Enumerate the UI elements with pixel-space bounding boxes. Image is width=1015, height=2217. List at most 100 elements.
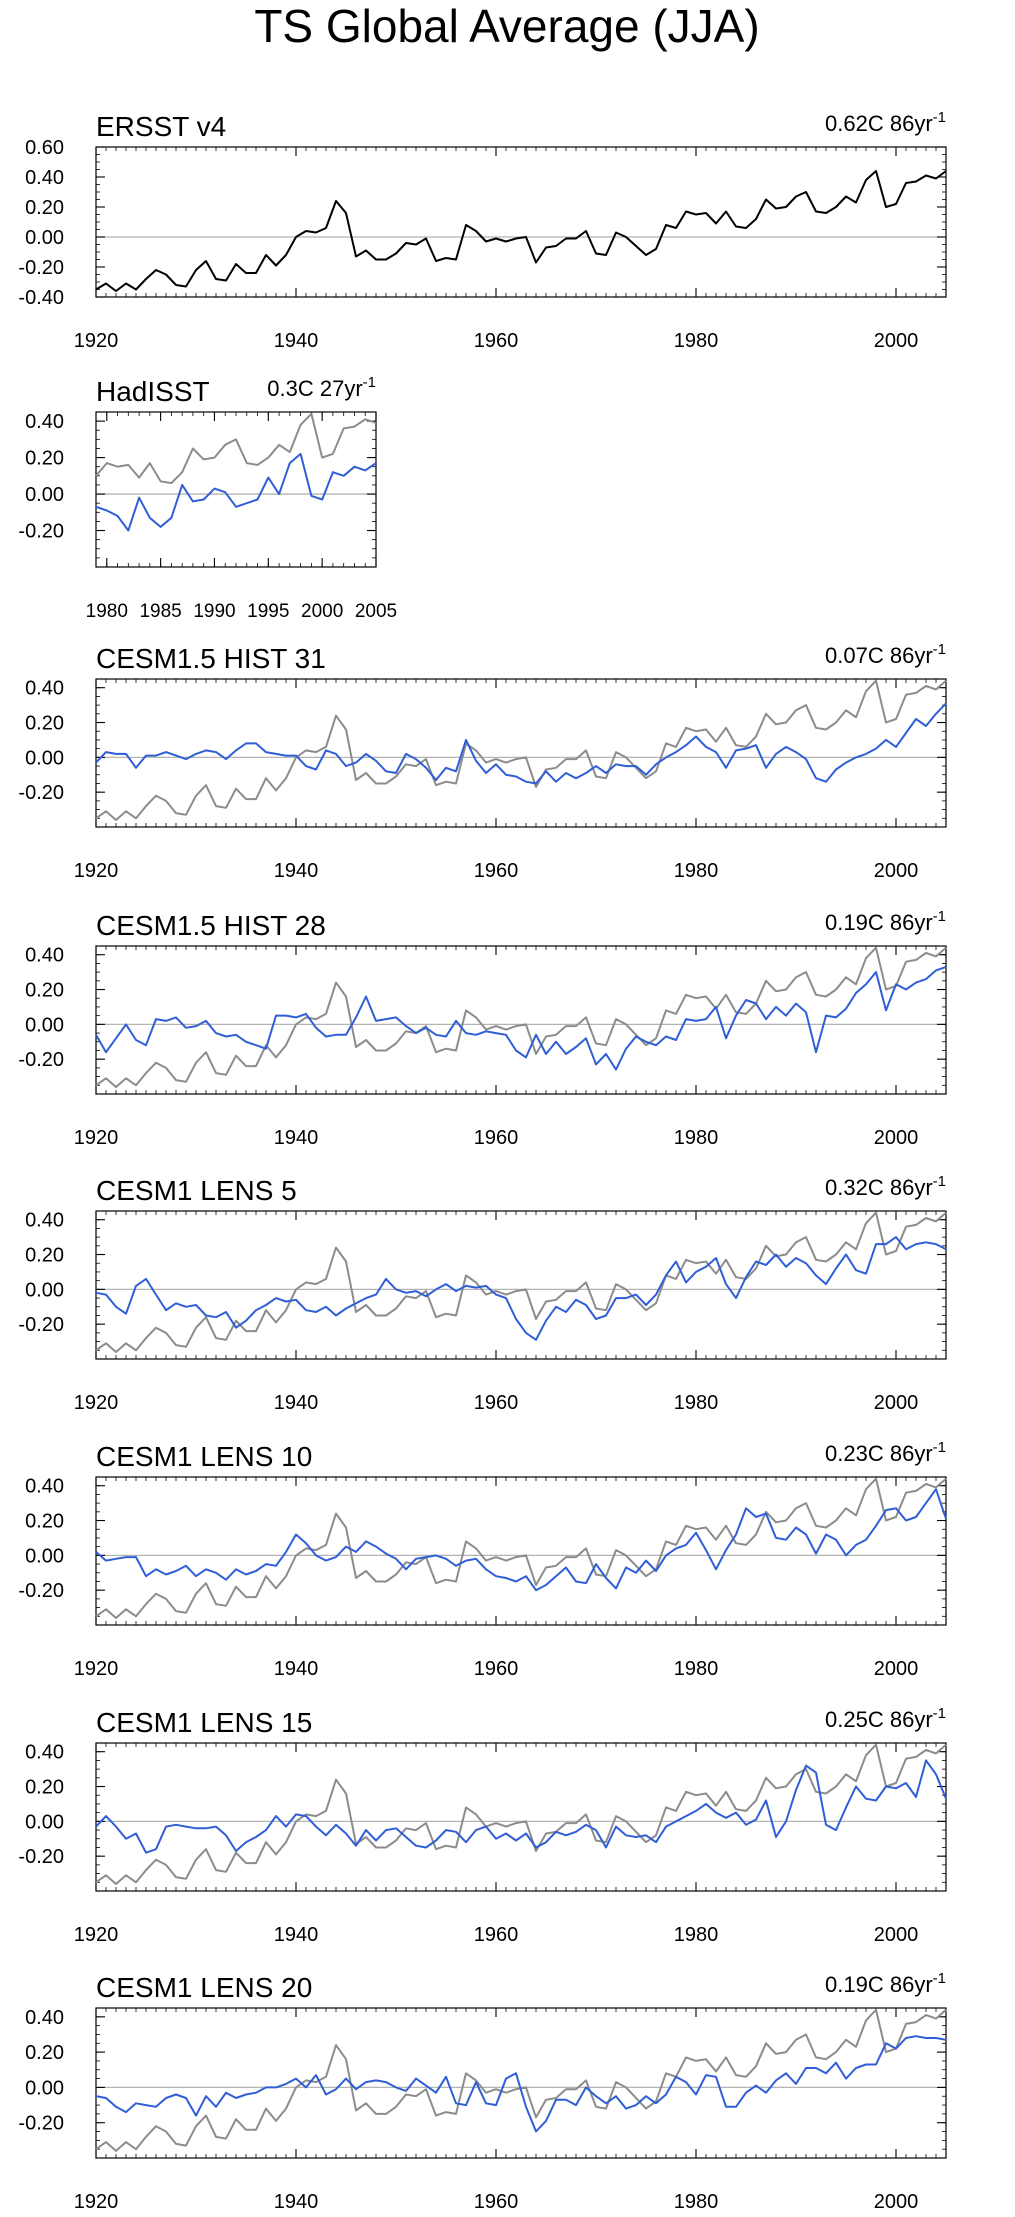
y-tick-label: 0.40: [25, 1742, 64, 1764]
trend-label: 0.25C 86yr-1: [825, 1705, 946, 1732]
trend-exponent: -1: [363, 374, 376, 391]
x-tick-label: 1940: [274, 1924, 319, 1946]
y-tick-label: -0.20: [18, 257, 64, 279]
y-tick-label: 0.20: [25, 1511, 64, 1533]
y-tick-label: 0.00: [25, 1014, 64, 1036]
x-tick-label: 1920: [74, 860, 119, 882]
y-tick-label: -0.20: [18, 2113, 64, 2135]
y-tick-label: 0.00: [25, 1545, 64, 1567]
x-tick-label: 1980: [86, 601, 128, 622]
plot-frame: [95, 1210, 947, 1360]
y-tick-label: 0.00: [25, 1279, 64, 1301]
panel-cesm1_lens15: 1920 1940 1960 1980 2000 0.40 0.20 0.00 -0.20 CES…: [18, 1705, 947, 1946]
y-tick-label: 0.40: [25, 1210, 64, 1232]
y-tick-label: 0.40: [25, 411, 64, 433]
y-tick-label: 0.40: [25, 678, 64, 700]
x-tick-label: 1940: [274, 860, 319, 882]
y-tick-label: 0.00: [25, 484, 64, 506]
x-tick-label: 1960: [474, 330, 519, 352]
x-tick-label: 1980: [674, 2191, 719, 2213]
x-tick-label: 1980: [674, 860, 719, 882]
trend-exponent: -1: [933, 109, 946, 126]
plot-frame: [95, 1476, 947, 1626]
x-tick-label: 2000: [874, 860, 919, 882]
y-tick-label: 0.20: [25, 2042, 64, 2064]
trend-label: 0.23C 86yr-1: [825, 1439, 946, 1466]
panel-title: CESM1 LENS 15: [96, 1707, 312, 1738]
x-tick-label: 1980: [674, 1658, 719, 1680]
x-tick-label: 1920: [74, 1658, 119, 1680]
x-tick-label: 2000: [874, 1658, 919, 1680]
y-tick-label: -0.20: [18, 1580, 64, 1602]
panel-cesm1_lens5: 1920 1940 1960 1980 2000 0.40 0.20 0.00 -0.20 CES…: [18, 1173, 947, 1414]
x-tick-label: 1980: [674, 330, 719, 352]
y-tick-label: 0.00: [25, 2077, 64, 2099]
trend-value: 0.62C 86yr: [825, 111, 933, 136]
trend-value: 0.23C 86yr: [825, 1441, 933, 1466]
series-line-model: [95, 452, 377, 532]
plot-frame: [95, 411, 377, 568]
x-tick-label: 2000: [874, 1392, 919, 1414]
trend-label: 0.62C 86yr-1: [825, 109, 946, 136]
x-tick-label: 1940: [274, 1127, 319, 1149]
series-line-model: [95, 2035, 947, 2133]
y-tick-label: -0.20: [18, 1049, 64, 1071]
panel-title: CESM1.5 HIST 31: [96, 643, 326, 674]
y-tick-label: -0.20: [18, 782, 64, 804]
x-tick-label: 1980: [674, 1392, 719, 1414]
series-line-obs-overlay: [95, 412, 377, 485]
panel-cesm1_lens20: 1920 1940 1960 1980 2000 0.40 0.20 0.00 -0.20 CES…: [18, 1970, 947, 2213]
series-line-model: [95, 1488, 947, 1592]
trend-exponent: -1: [933, 908, 946, 925]
panels-container: 1920 1940 1960 1980 2000 0.60 0.40 0.20 0.00 -0.2…: [18, 109, 947, 2213]
x-tick-label: 1940: [274, 1392, 319, 1414]
series-line-obs-overlay: [95, 1477, 947, 1619]
trend-value: 0.07C 86yr: [825, 643, 933, 668]
y-tick-label: -0.20: [18, 1846, 64, 1868]
series-line-model: [95, 1236, 947, 1341]
x-tick-label: 1940: [274, 330, 319, 352]
panel-cesm15_hist31: 1920 1940 1960 1980 2000 0.40 0.20 0.00 -0.20 CES…: [18, 641, 947, 882]
trend-exponent: -1: [933, 641, 946, 658]
x-tick-label: 1960: [474, 1924, 519, 1946]
plot-frame: [95, 945, 947, 1095]
trend-value: 0.32C 86yr: [825, 1175, 933, 1200]
panel-title: HadISST: [96, 376, 210, 407]
y-tick-label: 0.20: [25, 713, 64, 735]
trend-value: 0.3C 27yr: [267, 376, 362, 401]
y-tick-label: 0.40: [25, 1476, 64, 1498]
x-tick-label: 2000: [874, 330, 919, 352]
y-tick-label: -0.40: [18, 287, 64, 309]
x-tick-label: 1980: [674, 1127, 719, 1149]
trend-label: 0.3C 27yr-1: [267, 374, 376, 401]
panel-cesm1_lens10: 1920 1940 1960 1980 2000 0.40 0.20 0.00 -0.20 CES…: [18, 1439, 947, 1680]
panel-cesm15_hist28: 1920 1940 1960 1980 2000 0.40 0.20 0.00 -0.20 CES…: [18, 908, 947, 1149]
y-tick-label: -0.20: [18, 1314, 64, 1336]
x-tick-label: 1960: [474, 1127, 519, 1149]
plot-frame: [95, 2007, 947, 2159]
series-line-obs: [95, 170, 947, 292]
series-line-model: [95, 702, 947, 785]
y-tick-label: 0.40: [25, 2007, 64, 2029]
series-line-obs-overlay: [95, 679, 947, 821]
panel-ersst: 1920 1940 1960 1980 2000 0.60 0.40 0.20 0.00 -0.2…: [18, 109, 947, 352]
x-tick-label: 2000: [874, 1127, 919, 1149]
trend-label: 0.07C 86yr-1: [825, 641, 946, 668]
y-tick-label: 0.20: [25, 1245, 64, 1267]
series-line-obs-overlay: [95, 946, 947, 1088]
y-tick-label: 0.20: [25, 1777, 64, 1799]
trend-value: 0.19C 86yr: [825, 1972, 933, 1997]
trend-exponent: -1: [933, 1173, 946, 1190]
panel-title: CESM1 LENS 10: [96, 1441, 312, 1472]
figure-title: TS Global Average (JJA): [254, 0, 759, 52]
plot-frame: [95, 678, 947, 828]
y-tick-label: 0.20: [25, 980, 64, 1002]
y-tick-label: 0.20: [25, 197, 64, 219]
x-tick-label: 1995: [247, 601, 289, 622]
x-tick-label: 2000: [874, 1924, 919, 1946]
trend-label: 0.19C 86yr-1: [825, 1970, 946, 1997]
y-tick-label: 0.00: [25, 1811, 64, 1833]
panel-title: CESM1 LENS 20: [96, 1972, 312, 2003]
x-tick-label: 1920: [74, 1127, 119, 1149]
